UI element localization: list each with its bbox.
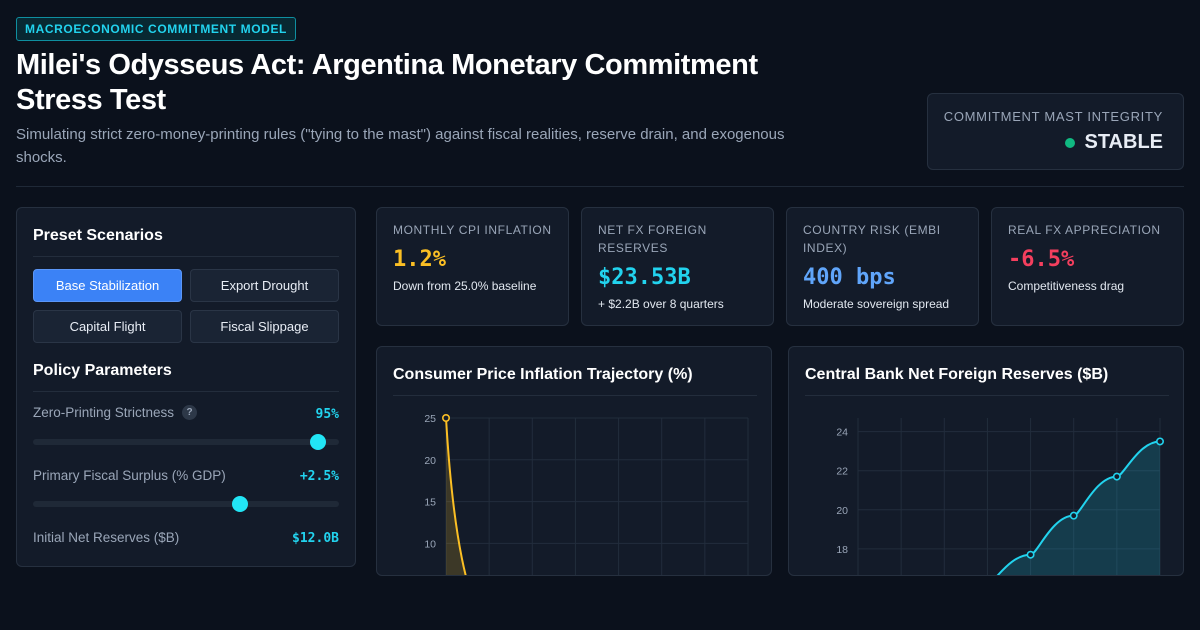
param-value-fiscal-surplus: +2.5% [299, 469, 339, 484]
param-value-initial-reserves: $12.0B [292, 531, 339, 546]
help-icon[interactable]: ? [182, 405, 198, 420]
model-tag: MACROECONOMIC COMMITMENT MODEL [16, 17, 296, 41]
kpi-note-real-fx: Competitiveness drag [1008, 279, 1125, 293]
strictness-slider[interactable] [33, 434, 339, 450]
kpi-value-real-fx: -6.5% [1008, 247, 1075, 272]
kpi-note-cpi: Down from 25.0% baseline [393, 279, 537, 293]
scenario-base-stabilization-button[interactable]: Base Stabilization [33, 269, 182, 302]
kpi-label-country-risk: COUNTRY RISK (EMBI INDEX) [803, 223, 941, 255]
cpi-series-line [445, 417, 467, 575]
scenario-export-drought-button[interactable]: Export Drought [190, 269, 339, 302]
fiscal-surplus-slider-thumb[interactable] [231, 496, 248, 512]
y-tick-label: 20 [836, 505, 848, 517]
cpi-series-area [446, 418, 466, 575]
chart-divider [805, 395, 1169, 396]
page-subtitle: Simulating strict zero-money-printing ru… [16, 126, 785, 166]
kpi-label-real-fx: REAL FX APPRECIATION [1008, 223, 1161, 237]
y-tick-label: 25 [424, 413, 436, 425]
param-label-strictness: Zero-Printing Strictness ? [33, 405, 198, 420]
param-label-initial-reserves: Initial Net Reserves ($B) [33, 530, 180, 545]
scenario-fiscal-slippage-button[interactable]: Fiscal Slippage [190, 310, 339, 343]
kpi-card-country-risk: COUNTRY RISK (EMBI INDEX) 400 bps Modera… [786, 207, 979, 326]
kpi-label-reserves: NET FX FOREIGN RESERVES [598, 223, 707, 255]
policy-parameters-heading: Policy Parameters [33, 362, 172, 379]
fiscal-surplus-slider[interactable] [33, 496, 339, 512]
page-title: Milei's Odysseus Act: Argentina Monetary… [16, 49, 758, 116]
panel-divider [33, 391, 339, 392]
reserves-series-point[interactable] [1112, 472, 1121, 481]
cpi-chart-title: Consumer Price Inflation Trajectory (%) [393, 366, 693, 383]
kpi-value-country-risk: 400 bps [803, 265, 896, 290]
cpi-chart-card: Consumer Price Inflation Trajectory (%) … [376, 346, 772, 576]
reserves-chart-title: Central Bank Net Foreign Reserves ($B) [805, 366, 1109, 383]
control-panel: Preset Scenarios Base Stabilization Expo… [16, 207, 356, 567]
status-dot-icon [1065, 137, 1076, 148]
mast-integrity-card: COMMITMENT MAST INTEGRITY STABLE [927, 93, 1184, 170]
param-value-strictness: 95% [315, 407, 339, 422]
kpi-card-real-fx: REAL FX APPRECIATION -6.5% Competitivene… [991, 207, 1184, 326]
kpi-card-cpi: MONTHLY CPI INFLATION 1.2% Down from 25.… [376, 207, 569, 326]
y-tick-label: 20 [424, 455, 436, 467]
param-label-fiscal-surplus: Primary Fiscal Surplus (% GDP) [33, 468, 226, 483]
header-divider [16, 186, 1184, 187]
reserves-series-point[interactable] [1069, 511, 1078, 520]
kpi-label-cpi: MONTHLY CPI INFLATION [393, 223, 552, 237]
kpi-card-reserves: NET FX FOREIGN RESERVES $23.53B + $2.2B … [581, 207, 774, 326]
reserves-series-area [998, 441, 1160, 575]
mast-integrity-status: STABLE [1065, 131, 1163, 154]
y-tick-label: 22 [836, 466, 848, 478]
reserves-series-point[interactable] [1155, 437, 1164, 446]
reserves-chart: 2422201816 [836, 418, 1164, 575]
mast-integrity-label: COMMITMENT MAST INTEGRITY [943, 109, 1163, 124]
y-tick-label: 10 [424, 538, 436, 550]
kpi-value-reserves: $23.53B [598, 265, 691, 290]
chart-divider [393, 395, 757, 396]
reserves-chart-card: Central Bank Net Foreign Reserves ($B) 2… [788, 346, 1184, 576]
y-tick-label: 18 [836, 544, 848, 556]
param-label-strictness-text: Zero-Printing Strictness [33, 405, 175, 420]
panel-divider [33, 256, 339, 257]
mast-status-text: STABLE [1084, 131, 1163, 153]
scenario-capital-flight-button[interactable]: Capital Flight [33, 310, 182, 343]
kpi-note-country-risk: Moderate sovereign spread [803, 297, 950, 311]
reserves-series-point[interactable] [1026, 550, 1035, 559]
preset-scenarios-heading: Preset Scenarios [33, 227, 163, 244]
strictness-slider-thumb[interactable] [309, 434, 326, 450]
y-tick-label: 15 [424, 497, 436, 509]
kpi-note-reserves: + $2.2B over 8 quarters [598, 297, 724, 311]
kpi-value-cpi: 1.2% [393, 247, 446, 272]
cpi-chart: 25 20 15 10 [424, 413, 749, 575]
y-tick-label: 24 [836, 427, 848, 439]
cpi-series-point[interactable] [442, 414, 451, 423]
